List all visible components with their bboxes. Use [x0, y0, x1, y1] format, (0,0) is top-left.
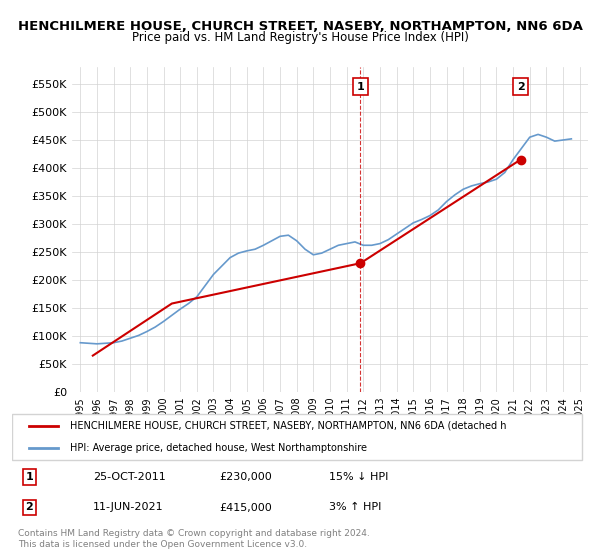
Text: £230,000: £230,000	[220, 472, 272, 482]
Text: HENCHILMERE HOUSE, CHURCH STREET, NASEBY, NORTHAMPTON, NN6 6DA: HENCHILMERE HOUSE, CHURCH STREET, NASEBY…	[17, 20, 583, 32]
Text: 15% ↓ HPI: 15% ↓ HPI	[329, 472, 388, 482]
Text: 11-JUN-2021: 11-JUN-2021	[92, 502, 163, 512]
Text: HENCHILMERE HOUSE, CHURCH STREET, NASEBY, NORTHAMPTON, NN6 6DA (detached h: HENCHILMERE HOUSE, CHURCH STREET, NASEBY…	[70, 421, 506, 431]
Text: 3% ↑ HPI: 3% ↑ HPI	[329, 502, 381, 512]
Text: 2: 2	[517, 82, 524, 92]
Text: 1: 1	[25, 472, 33, 482]
Text: Contains HM Land Registry data © Crown copyright and database right 2024.
This d: Contains HM Land Registry data © Crown c…	[18, 529, 370, 549]
Text: HPI: Average price, detached house, West Northamptonshire: HPI: Average price, detached house, West…	[70, 443, 367, 453]
Text: 25-OCT-2011: 25-OCT-2011	[92, 472, 166, 482]
FancyBboxPatch shape	[12, 414, 582, 460]
Text: £415,000: £415,000	[220, 502, 272, 512]
Text: Price paid vs. HM Land Registry's House Price Index (HPI): Price paid vs. HM Land Registry's House …	[131, 31, 469, 44]
Text: 1: 1	[356, 82, 364, 92]
Text: 2: 2	[25, 502, 33, 512]
